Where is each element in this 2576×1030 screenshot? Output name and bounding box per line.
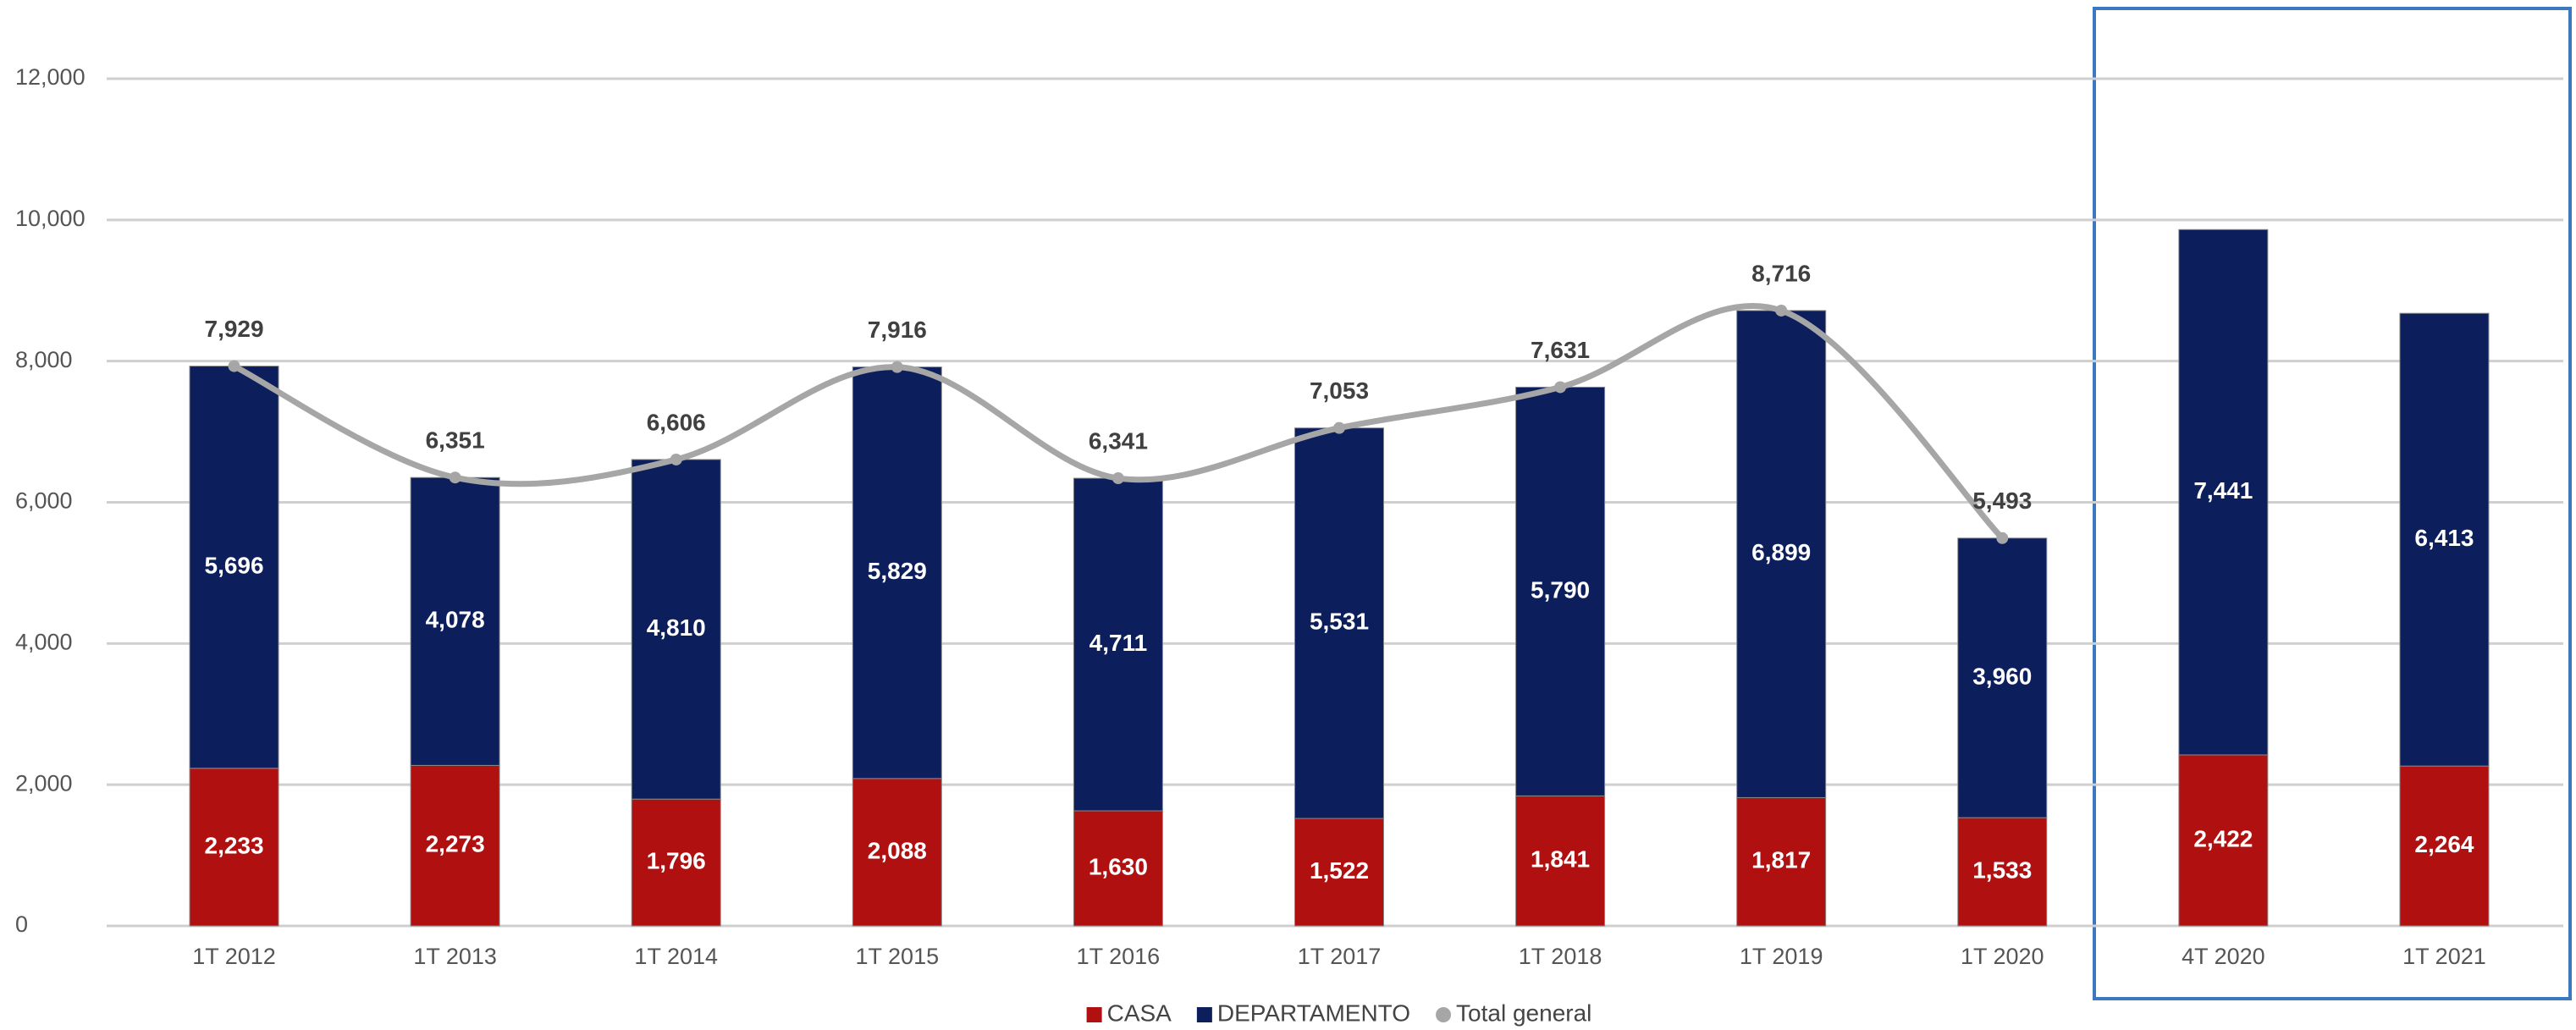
legend-label: DEPARTAMENTO <box>1217 1000 1410 1026</box>
data-label: 3,960 <box>1972 663 2032 689</box>
total-label: 6,341 <box>1089 427 1148 454</box>
bar-segment <box>2178 229 2269 756</box>
x-tick-label: 4T 2020 <box>2182 944 2265 969</box>
data-label: 4,711 <box>1089 630 1148 656</box>
bar-segment <box>1073 810 1163 927</box>
line-point <box>670 453 682 465</box>
y-tick-label: 6,000 <box>15 488 73 514</box>
x-tick-label: 1T 2014 <box>634 944 718 969</box>
total-label: 7,631 <box>1531 337 1590 363</box>
legend-marker <box>1436 1007 1452 1022</box>
total-label: 6,351 <box>426 427 485 454</box>
data-label: 2,273 <box>426 831 485 857</box>
bar-segment <box>410 476 500 766</box>
total-label: 7,053 <box>1310 377 1369 404</box>
data-label: 5,696 <box>205 553 264 579</box>
data-label: 2,422 <box>2193 825 2253 851</box>
line-point <box>228 360 240 372</box>
bar-segment <box>631 459 721 800</box>
y-tick-label: 12,000 <box>15 64 85 90</box>
legend-label: CASA <box>1107 1000 1172 1026</box>
data-label: 6,413 <box>2414 525 2474 551</box>
line-point <box>1333 421 1345 434</box>
y-tick-label: 10,000 <box>15 206 85 231</box>
bar-segment <box>1515 795 1606 927</box>
y-tick-label: 0 <box>15 912 28 937</box>
data-label: 5,531 <box>1310 609 1369 635</box>
y-tick-label: 4,000 <box>15 629 73 654</box>
x-tick-label: 1T 2019 <box>1740 944 1823 969</box>
legend-label: Total general <box>1456 1000 1591 1026</box>
data-label: 1,841 <box>1531 846 1590 873</box>
x-tick-label: 1T 2015 <box>856 944 940 969</box>
bar-segment <box>2399 765 2490 927</box>
bar-segment <box>189 366 279 769</box>
total-label: 7,916 <box>868 317 927 343</box>
data-label: 5,829 <box>868 558 927 584</box>
grid <box>107 77 2563 928</box>
bar-segment <box>631 798 721 927</box>
legend-marker <box>1086 1007 1102 1022</box>
data-label: 2,088 <box>868 837 927 863</box>
total-label: 7,929 <box>205 316 264 342</box>
bar-segment <box>1957 537 2048 818</box>
data-label: 6,899 <box>1751 539 1811 565</box>
bar-segment <box>2399 312 2490 767</box>
line-point <box>1554 381 1567 394</box>
line-point <box>1996 532 2009 544</box>
line-point <box>891 361 903 373</box>
data-label: 1,817 <box>1751 847 1811 873</box>
y-tick-label: 2,000 <box>15 770 73 796</box>
x-tick-label: 1T 2013 <box>413 944 497 969</box>
bar-segment <box>1294 427 1384 819</box>
data-label: 4,810 <box>647 614 706 641</box>
line-point <box>1775 304 1788 317</box>
y-tick-label: 8,000 <box>15 347 73 372</box>
data-label: 2,264 <box>2414 831 2474 857</box>
x-tick-label: 1T 2017 <box>1298 944 1382 969</box>
bar-segment <box>189 768 279 927</box>
bar-segment <box>1736 310 1827 798</box>
x-tick-label: 1T 2016 <box>1077 944 1161 969</box>
x-tick-label: 1T 2012 <box>192 944 276 969</box>
data-label: 1,630 <box>1089 853 1148 879</box>
x-tick-label: 1T 2020 <box>1961 944 2044 969</box>
line-point <box>1111 472 1124 485</box>
bar-segment <box>1294 818 1384 927</box>
data-label: 2,233 <box>205 832 264 858</box>
data-label: 7,441 <box>2193 477 2253 504</box>
bar-segment <box>852 778 942 927</box>
data-label: 1,522 <box>1310 857 1369 884</box>
legend-marker <box>1196 1007 1212 1022</box>
total-label: 5,493 <box>1972 487 2032 514</box>
data-label: 1,533 <box>1972 856 2032 883</box>
total-label: 6,606 <box>647 409 706 435</box>
bar-segment <box>1736 796 1827 927</box>
data-label: 4,078 <box>426 607 485 633</box>
data-label: 5,790 <box>1531 576 1590 603</box>
data-label: 1,796 <box>647 847 706 873</box>
x-tick-label: 1T 2021 <box>2402 944 2486 969</box>
bar-segment <box>2178 754 2269 927</box>
bar-segment <box>852 366 942 779</box>
line-point <box>449 471 461 484</box>
total-label: 8,716 <box>1751 260 1811 286</box>
bar-segment <box>1515 386 1606 796</box>
bar-segment <box>410 764 500 927</box>
bar-segment <box>1073 477 1163 812</box>
legend: CASA DEPARTAMENTO Total general <box>1086 1000 1591 1026</box>
x-tick-label: 1T 2018 <box>1519 944 1602 969</box>
